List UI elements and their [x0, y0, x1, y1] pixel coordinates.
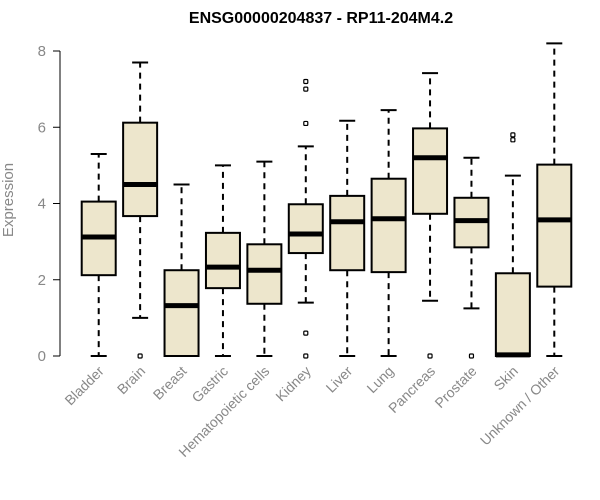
box-bladder: [80, 152, 117, 357]
chart-title: ENSG00000204837 - RP11-204M4.2: [189, 10, 453, 27]
outlier-point: [303, 78, 309, 85]
outlier-point: [510, 137, 516, 143]
x-tick-label: Lung: [363, 363, 396, 396]
y-tick-label: 4: [38, 196, 46, 213]
iqr-box: [163, 269, 200, 357]
boxes-group: [80, 42, 573, 359]
iqr-box: [246, 243, 283, 305]
iqr-box: [287, 203, 324, 255]
box-skin: [494, 132, 531, 358]
iqr-box: [412, 127, 449, 215]
outlier-point: [303, 353, 309, 359]
iqr-box: [494, 272, 531, 357]
y-axis-label: Expression: [0, 163, 17, 237]
box-lung: [370, 109, 407, 357]
outlier-point: [303, 86, 309, 92]
box-hematopoietic-cells: [246, 160, 283, 357]
box-breast: [163, 183, 200, 357]
box-brain: [122, 61, 159, 359]
y-tick-label: 8: [38, 43, 46, 60]
box-unknown-other: [536, 42, 573, 357]
box-gastric: [204, 164, 241, 357]
x-tick-label: Liver: [323, 363, 356, 396]
x-tick-label: Bladder: [61, 363, 107, 409]
iqr-box: [370, 177, 407, 274]
outlier-point: [303, 330, 309, 336]
iqr-box: [122, 121, 159, 218]
iqr-box: [204, 231, 241, 290]
x-tick-label: Breast: [150, 363, 190, 403]
y-axis: 0 2 4 6 8: [38, 43, 61, 365]
x-tick-label: Prostate: [431, 363, 479, 411]
box-liver: [329, 119, 366, 357]
box-prostate: [453, 156, 490, 359]
iqr-box: [329, 194, 366, 272]
outlier-point: [468, 353, 475, 359]
y-tick-label: 6: [38, 119, 46, 136]
box-pancreas: [412, 72, 449, 359]
box-kidney: [287, 78, 324, 359]
y-tick-label: 2: [38, 272, 46, 289]
outlier-point: [510, 132, 516, 138]
x-tick-label: Unknown / Other: [477, 363, 563, 449]
outlier-point: [427, 353, 433, 359]
x-tick-label: Brain: [114, 363, 148, 397]
outlier-point: [137, 353, 143, 359]
x-tick-label: Skin: [490, 363, 521, 394]
x-tick-label: Kidney: [272, 363, 314, 405]
iqr-box: [536, 163, 573, 288]
outlier-point: [303, 120, 309, 127]
y-tick-label: 0: [38, 348, 46, 365]
